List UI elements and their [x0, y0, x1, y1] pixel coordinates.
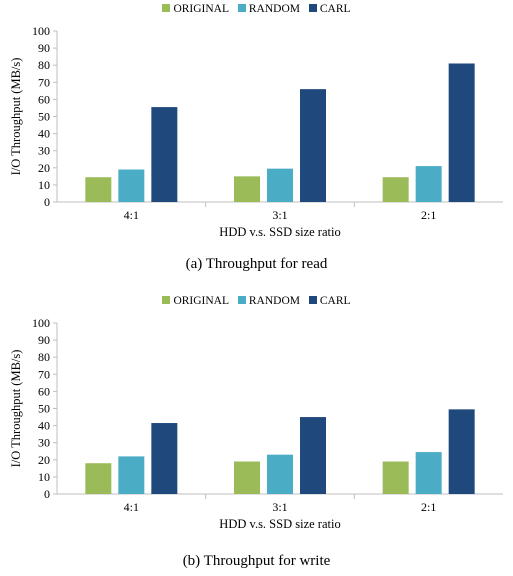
x-tick-label: 2:1 [421, 500, 436, 514]
bar-original-4-1 [85, 463, 112, 494]
legend-item-carl: CARL [308, 295, 351, 307]
legend-label-carl: CARL [319, 295, 351, 307]
bar-original-4-1 [85, 177, 112, 202]
bar-carl-4-1 [151, 107, 178, 202]
figure-caption-a: (a) Throughput for read [185, 256, 328, 272]
legend-item-original: ORIGINAL [162, 295, 229, 307]
y-tick-label: 20 [38, 453, 50, 467]
y-tick-label: 10 [38, 178, 50, 192]
y-tick-label: 80 [38, 58, 50, 72]
y-tick-label: 60 [38, 384, 50, 398]
legend-swatch-original [162, 296, 171, 304]
legend-swatch-random [237, 296, 246, 304]
y-tick-label: 30 [38, 144, 50, 158]
chart-legend: ORIGINAL RANDOM CARL [0, 295, 513, 307]
legend-item-carl: CARL [308, 3, 351, 15]
x-axis-title: HDD v.s. SSD size ratio [219, 225, 340, 239]
bar-original-2-1 [382, 177, 409, 202]
read-throughput-panel: ORIGINAL RANDOM CARL 0 10 20 30 40 50 60 70 80 90… [0, 3, 513, 272]
y-tick-label: 50 [38, 110, 50, 124]
legend-item-original: ORIGINAL [162, 3, 229, 15]
y-tick-label: 0 [44, 487, 50, 501]
y-tick-label: 40 [38, 127, 50, 141]
bar-carl-2-1 [448, 63, 475, 202]
bar-random-3-1 [267, 454, 293, 494]
y-tick-label: 10 [38, 470, 50, 484]
bar-original-3-1 [234, 461, 260, 494]
y-tick-label: 100 [32, 24, 50, 38]
bar-original-3-1 [234, 176, 260, 202]
x-tick-label: 4:1 [124, 208, 139, 222]
y-tick-label: 50 [38, 402, 50, 416]
y-tick-label: 0 [44, 195, 50, 209]
bar-carl-4-1 [151, 423, 178, 494]
bar-random-4-1 [118, 169, 145, 202]
bar-random-2-1 [415, 166, 442, 202]
y-tick-label: 30 [38, 436, 50, 450]
y-tick-label: 40 [38, 419, 50, 433]
legend-label-random: RANDOM [248, 3, 301, 15]
y-tick-label: 80 [38, 350, 50, 364]
legend-swatch-original [162, 4, 171, 12]
legend-item-random: RANDOM [237, 3, 301, 15]
legend-label-original: ORIGINAL [173, 295, 230, 307]
legend-swatch-carl [308, 4, 317, 12]
legend-label-original: ORIGINAL [173, 3, 230, 15]
x-tick-label: 3:1 [272, 208, 287, 222]
bar-random-3-1 [267, 168, 293, 202]
y-tick-label: 20 [38, 161, 50, 175]
bar-carl-3-1 [300, 417, 326, 494]
y-tick-label: 90 [38, 41, 50, 55]
legend-swatch-random [237, 4, 246, 12]
x-tick-label: 4:1 [124, 500, 139, 514]
bar-carl-2-1 [448, 409, 475, 494]
x-tick-label: 2:1 [421, 208, 436, 222]
bar-original-2-1 [382, 461, 409, 494]
y-tick-label: 60 [38, 92, 50, 106]
x-axis-title: HDD v.s. SSD size ratio [219, 517, 340, 531]
figure-caption-b: (b) Throughput for write [182, 553, 331, 569]
bar-random-4-1 [118, 456, 145, 494]
y-axis-title: I/O Throughput (MB/s) [9, 350, 23, 468]
y-tick-label: 100 [32, 316, 50, 330]
bar-carl-3-1 [300, 89, 326, 202]
y-tick-label: 70 [38, 75, 50, 89]
y-tick-label: 90 [38, 333, 50, 347]
legend-swatch-carl [308, 296, 317, 304]
y-tick-label: 70 [38, 367, 50, 381]
write-throughput-panel: ORIGINAL RANDOM CARL 0 10 20 30 40 50 60 70 80 90… [0, 290, 513, 576]
legend-item-random: RANDOM [237, 295, 301, 307]
chart-legend: ORIGINAL RANDOM CARL [0, 3, 513, 15]
read-throughput-chart: 0 10 20 30 40 50 60 70 80 90 100 4:1 3:1 2:1 HDD v.s. … [9, 24, 503, 239]
y-axis-title: I/O Throughput (MB/s) [9, 58, 23, 176]
write-throughput-chart: 0 10 20 30 40 50 60 70 80 90 100 4:1 3:1 2:1 HDD v.s. … [9, 316, 503, 531]
legend-label-carl: CARL [319, 3, 351, 15]
bar-random-2-1 [415, 452, 442, 494]
x-tick-label: 3:1 [272, 500, 287, 514]
legend-label-random: RANDOM [248, 295, 301, 307]
